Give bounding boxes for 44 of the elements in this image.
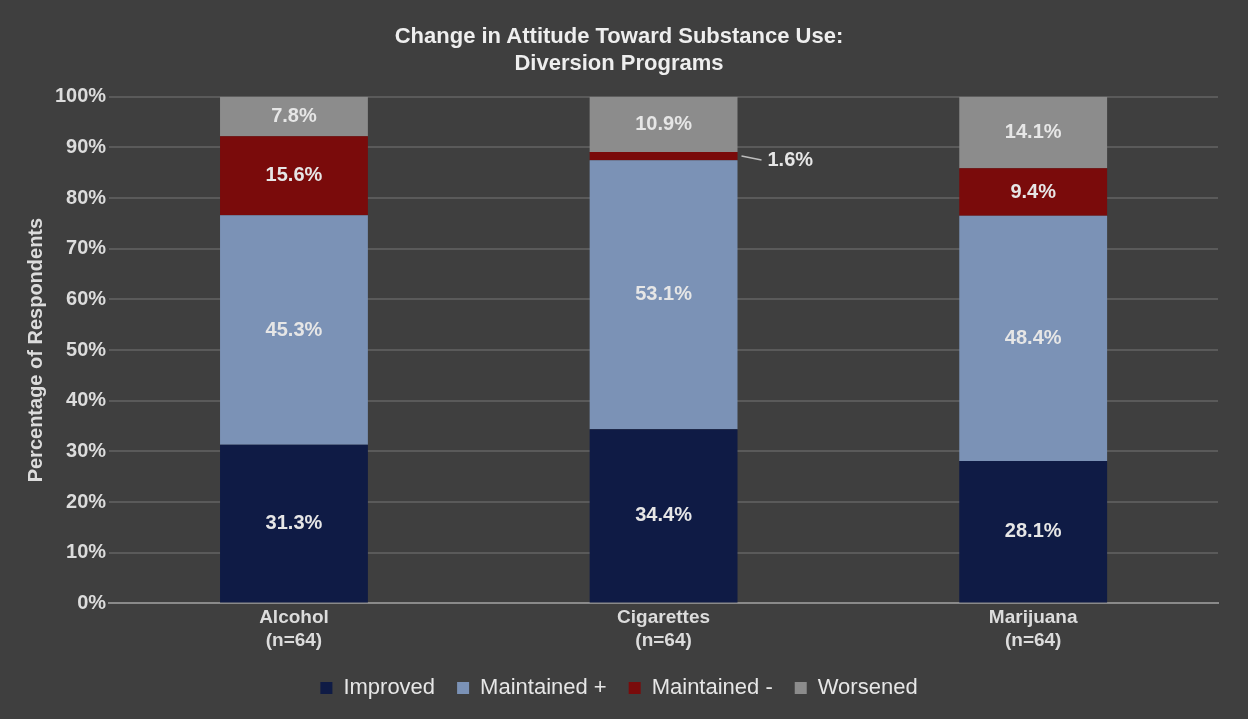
data-label: 10.9% [635, 111, 693, 134]
bar [220, 444, 368, 603]
y-axis-title: Percentage of Respondents [23, 217, 46, 483]
bar [589, 429, 738, 603]
data-label: 48.4% [1004, 325, 1062, 348]
bar [220, 215, 368, 445]
data-label: 7.8% [271, 104, 317, 127]
y-tick-label: 30% [66, 438, 107, 461]
bar [220, 96, 368, 137]
bar [589, 96, 738, 153]
y-tick-label: 80% [66, 185, 107, 208]
bar [959, 215, 1108, 462]
data-label: 28.1% [1004, 519, 1062, 542]
bar [589, 160, 738, 430]
y-tick-label: 100% [55, 84, 107, 107]
y-tick-label: 70% [66, 236, 107, 259]
legend-label: Worsened [817, 674, 918, 700]
data-label: 31.3% [265, 511, 323, 534]
chart-title: Change in Attitude Toward Substance Use: Diversion Programs [394, 23, 844, 75]
bar [589, 152, 738, 161]
data-label: 15.6% [265, 163, 323, 186]
data-label: 45.3% [265, 317, 323, 340]
x-tick-label: Cigarettes (n=64) [617, 606, 711, 650]
y-tick-label: 60% [66, 286, 107, 309]
y-tick-label: 90% [66, 134, 107, 157]
x-tick-label: Alcohol (n=64) [259, 606, 329, 650]
y-tick-label: 20% [66, 489, 107, 512]
y-tick-label: 10% [66, 540, 107, 563]
bar [959, 461, 1108, 603]
y-tick-label: 50% [66, 337, 107, 360]
data-label: 1.6% [767, 147, 814, 170]
legend-label: Maintained + [480, 674, 607, 700]
bar [959, 96, 1108, 169]
data-label: 34.4% [635, 503, 693, 526]
bar [959, 168, 1108, 216]
legend-label: Maintained - [651, 674, 773, 700]
data-label: 14.1% [1004, 120, 1062, 143]
bar [220, 136, 368, 216]
y-tick-label: 40% [66, 388, 107, 411]
legend-label: Improved [343, 674, 436, 700]
data-label: 9.4% [1010, 179, 1057, 202]
data-label: 53.1% [635, 282, 693, 305]
x-tick-label: Marijuana (n=64) [988, 606, 1078, 650]
y-tick-label: 0% [77, 590, 107, 613]
